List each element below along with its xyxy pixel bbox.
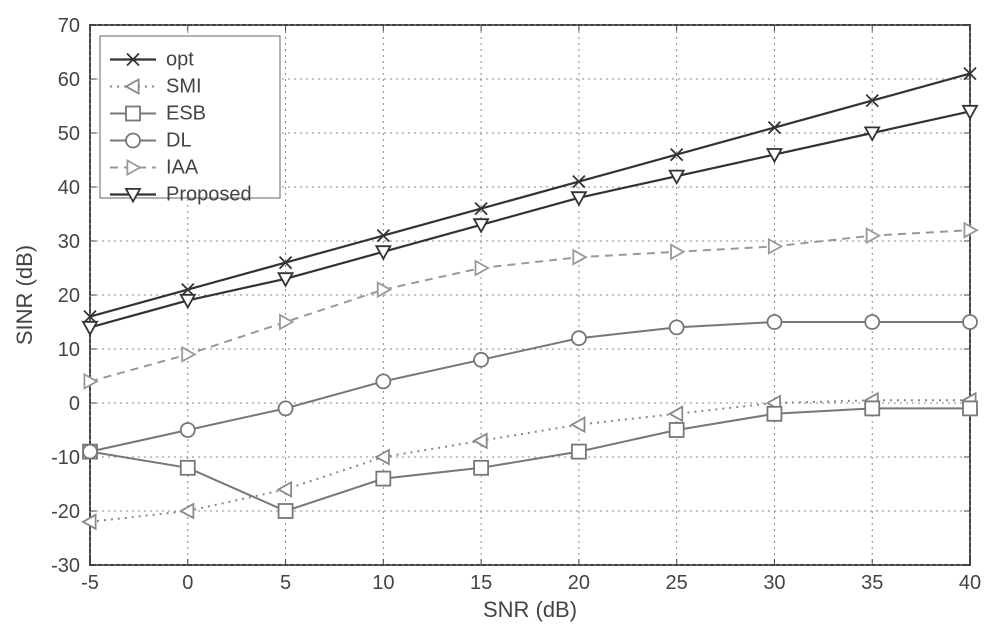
series-ESB: [83, 401, 977, 518]
series-DL: [83, 315, 977, 459]
svg-text:60: 60: [58, 69, 80, 91]
svg-text:50: 50: [58, 123, 80, 145]
svg-text:30: 30: [763, 572, 785, 594]
svg-text:25: 25: [666, 572, 688, 594]
svg-text:20: 20: [568, 572, 590, 594]
legend-label-IAA: IAA: [166, 157, 199, 179]
svg-text:35: 35: [861, 572, 883, 594]
svg-text:0: 0: [69, 393, 80, 415]
svg-text:40: 40: [58, 177, 80, 199]
svg-text:5: 5: [280, 572, 291, 594]
series-SMI: [83, 393, 976, 529]
y-axis-label: SINR (dB): [12, 245, 37, 345]
legend-label-opt: opt: [166, 49, 194, 71]
x-axis-label: SNR (dB): [483, 597, 577, 622]
chart-svg: -5 0 5 10 15 20 25 30 35 40 -30 -20 -10 0 10 20 30 40 50 60…: [0, 0, 1000, 633]
legend-label-ESB: ESB: [166, 103, 206, 125]
svg-text:-5: -5: [81, 572, 99, 594]
svg-text:40: 40: [959, 572, 981, 594]
svg-text:30: 30: [58, 231, 80, 253]
svg-text:20: 20: [58, 285, 80, 307]
svg-text:-20: -20: [51, 501, 80, 523]
legend-label-SMI: SMI: [166, 76, 202, 98]
sinr-vs-snr-chart: -5 0 5 10 15 20 25 30 35 40 -30 -20 -10 0 10 20 30 40 50 60…: [0, 0, 1000, 633]
svg-text:0: 0: [182, 572, 193, 594]
legend-label-DL: DL: [166, 130, 192, 152]
series-IAA: [84, 223, 977, 388]
svg-text:15: 15: [470, 572, 492, 594]
legend: opt SMI ESB DL IAA Proposed: [100, 36, 280, 206]
svg-text:70: 70: [58, 15, 80, 37]
legend-label-Proposed: Proposed: [166, 184, 252, 206]
svg-text:-30: -30: [51, 555, 80, 577]
svg-text:10: 10: [372, 572, 394, 594]
svg-text:-10: -10: [51, 447, 80, 469]
svg-text:10: 10: [58, 339, 80, 361]
